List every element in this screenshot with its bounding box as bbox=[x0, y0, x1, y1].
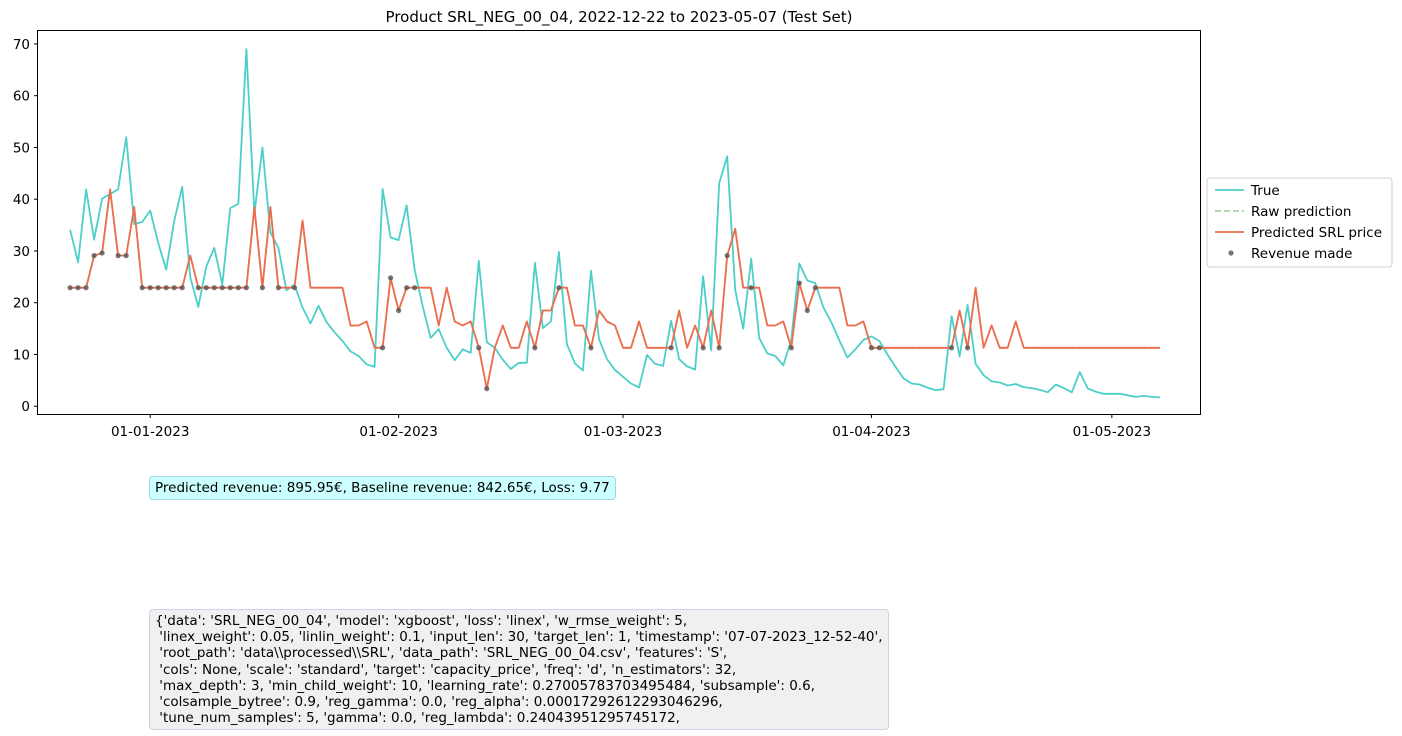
revenue-marker bbox=[868, 345, 875, 351]
legend-label: Raw prediction bbox=[1251, 204, 1351, 220]
revenue-marker bbox=[115, 253, 121, 259]
revenue-marker bbox=[147, 285, 153, 291]
series-layer bbox=[67, 48, 1160, 399]
x-axis: 01-01-2023 01-02-2023 01-03-2023 01-04-2023… bbox=[111, 414, 1151, 440]
revenue-marker bbox=[83, 285, 89, 291]
revenue-marker bbox=[75, 285, 81, 291]
x-tick-label: 01-01-2023 bbox=[111, 424, 189, 440]
revenue-marker bbox=[227, 285, 233, 291]
revenue-marker bbox=[195, 285, 201, 291]
y-tick-label: 40 bbox=[13, 192, 30, 208]
revenue-marker bbox=[67, 285, 73, 291]
revenue-marker bbox=[948, 345, 955, 351]
config-line: 'max_depth': 3, 'min_child_weight': 10, … bbox=[155, 677, 815, 694]
config-text-box: {'data': 'SRL_NEG_00_04', 'model': 'xgbo… bbox=[149, 609, 889, 731]
revenue-marker bbox=[211, 285, 217, 291]
legend-box bbox=[1206, 177, 1393, 268]
revenue-marker bbox=[668, 345, 674, 351]
x-tick-label: 01-04-2023 bbox=[832, 424, 910, 440]
revenue-marker bbox=[556, 285, 562, 291]
revenue-marker bbox=[219, 285, 225, 291]
series-line-predicted-srl-price bbox=[70, 188, 1160, 390]
revenue-marker bbox=[804, 307, 810, 314]
plot-area-frame bbox=[37, 30, 1201, 415]
revenue-marker bbox=[876, 345, 883, 351]
revenue-marker bbox=[235, 285, 241, 291]
y-tick-label: 70 bbox=[13, 37, 30, 53]
revenue-marker bbox=[700, 345, 706, 351]
legend: True Raw prediction Predicted SRL price Rev… bbox=[1206, 177, 1393, 268]
y-tick-label: 30 bbox=[13, 244, 30, 260]
revenue-marker bbox=[275, 285, 282, 291]
revenue-marker bbox=[724, 253, 730, 259]
x-tick-label: 01-02-2023 bbox=[359, 424, 437, 440]
revenue-marker bbox=[396, 307, 402, 314]
revenue-marker bbox=[163, 285, 169, 291]
revenue-summary-box: Predicted revenue: 895.95€, Baseline rev… bbox=[149, 476, 616, 500]
revenue-marker bbox=[203, 285, 209, 291]
revenue-marker bbox=[716, 345, 722, 351]
config-line: {'data': 'SRL_NEG_00_04', 'model': 'xgbo… bbox=[155, 613, 688, 629]
y-axis: 0 10 20 30 40 50 60 70 bbox=[13, 37, 38, 415]
revenue-marker bbox=[243, 285, 249, 291]
y-tick-label: 0 bbox=[21, 399, 30, 415]
revenue-marker bbox=[412, 285, 418, 291]
revenue-marker bbox=[91, 253, 97, 259]
y-tick-label: 60 bbox=[13, 89, 30, 105]
revenue-marker bbox=[484, 386, 490, 392]
revenue-marker bbox=[788, 345, 794, 351]
config-line: 'root_path': 'data\\processed\\SRL', 'da… bbox=[155, 645, 728, 662]
revenue-marker bbox=[179, 285, 185, 291]
revenue-marker bbox=[291, 285, 298, 291]
config-line: 'linex_weight': 0.05, 'linlin_weight': 0… bbox=[155, 629, 883, 646]
revenue-marker bbox=[99, 250, 105, 256]
series-line-true bbox=[69, 48, 1160, 399]
revenue-marker bbox=[404, 285, 410, 291]
line-chart: Product SRL_NEG_00_04, 2022-12-22 to 202… bbox=[13, 8, 1393, 440]
y-tick-label: 20 bbox=[13, 296, 30, 312]
x-tick-label: 01-03-2023 bbox=[584, 424, 662, 440]
revenue-marker bbox=[796, 280, 802, 286]
revenue-marker bbox=[532, 345, 538, 351]
legend-label: True bbox=[1250, 183, 1280, 199]
y-tick-label: 50 bbox=[13, 140, 30, 156]
revenue-marker bbox=[123, 253, 129, 259]
legend-label: Revenue made bbox=[1251, 246, 1352, 262]
revenue-marker bbox=[388, 275, 394, 281]
revenue-marker bbox=[379, 345, 386, 351]
chart-title: Product SRL_NEG_00_04, 2022-12-22 to 202… bbox=[386, 8, 853, 27]
config-line: 'tune_num_samples': 5, 'gamma': 0.0, 're… bbox=[155, 710, 680, 727]
y-tick-label: 10 bbox=[13, 347, 30, 363]
revenue-marker bbox=[476, 345, 482, 351]
revenue-marker bbox=[748, 285, 754, 291]
config-line: 'colsample_bytree': 0.9, 'reg_gamma': 0.… bbox=[155, 694, 723, 711]
revenue-marker bbox=[139, 285, 145, 291]
legend-label: Predicted SRL price bbox=[1251, 225, 1382, 241]
revenue-marker bbox=[155, 285, 161, 291]
config-line: 'cols': None, 'scale': 'standard', 'targ… bbox=[155, 661, 737, 678]
revenue-marker bbox=[812, 285, 818, 291]
legend-marker bbox=[1228, 250, 1234, 256]
revenue-marker bbox=[171, 285, 177, 291]
revenue-marker bbox=[965, 345, 971, 351]
revenue-marker bbox=[259, 285, 265, 291]
revenue-marker bbox=[588, 345, 594, 351]
x-tick-label: 01-05-2023 bbox=[1073, 424, 1151, 440]
